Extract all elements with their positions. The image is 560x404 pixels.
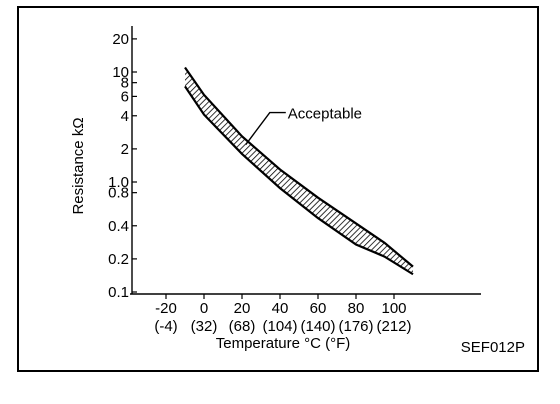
figure-code: SEF012P bbox=[460, 339, 525, 356]
band-upper-line bbox=[184, 66, 414, 268]
annotation-layer: Acceptable bbox=[245, 106, 362, 145]
x-tick-sublabel: (-4) bbox=[154, 318, 177, 335]
y-tick-label: 0.4 bbox=[108, 218, 129, 235]
y-axis-title: Resistance kΩ bbox=[70, 117, 87, 214]
y-tick-label: 0.2 bbox=[108, 251, 129, 268]
tick-labels: 0.10.20.40.81.024681020-20(-4)0(32)20(68… bbox=[70, 31, 412, 352]
axes bbox=[130, 26, 481, 295]
y-tick-label: 20 bbox=[112, 31, 129, 48]
band-lower-line bbox=[184, 85, 414, 276]
acceptable-band-fill bbox=[185, 67, 413, 275]
x-tick-sublabel: (104) bbox=[262, 318, 297, 335]
x-tick-sublabel: (68) bbox=[229, 318, 256, 335]
annotation-label: Acceptable bbox=[288, 106, 362, 123]
x-tick-label: 80 bbox=[348, 300, 365, 317]
x-tick-label: -20 bbox=[155, 300, 177, 317]
x-tick-sublabel: (32) bbox=[191, 318, 218, 335]
y-tick-label: 1.0 bbox=[108, 174, 129, 191]
x-tick-label: 40 bbox=[272, 300, 289, 317]
x-tick-sublabel: (140) bbox=[300, 318, 335, 335]
acceptable-band bbox=[184, 66, 414, 276]
y-tick-label: 6 bbox=[121, 88, 129, 105]
x-tick-label: 20 bbox=[234, 300, 251, 317]
y-tick-label: 0.8 bbox=[108, 185, 129, 202]
annotation-leader-line bbox=[245, 111, 286, 145]
x-tick-label: 100 bbox=[381, 300, 406, 317]
y-tick-label: 4 bbox=[121, 108, 129, 125]
y-tick-label: 0.1 bbox=[108, 284, 129, 301]
y-tick-label: 8 bbox=[121, 75, 129, 92]
y-tick-label: 2 bbox=[121, 141, 129, 158]
x-tick-label: 0 bbox=[200, 300, 208, 317]
x-tick-label: 60 bbox=[310, 300, 327, 317]
resistance-temperature-chart: 0.10.20.40.81.024681020-20(-4)0(32)20(68… bbox=[70, 26, 481, 352]
x-axis-title: Temperature °C (°F) bbox=[216, 335, 351, 352]
figure-frame: 0.1 0.2 0.4 0.8 1.0 2 4 6 8 10 20 -20 (-4) 0 (32) 20 (68… bbox=[17, 6, 539, 372]
tick-marks bbox=[132, 38, 395, 299]
y-tick-label: 10 bbox=[112, 64, 129, 81]
x-tick-sublabel: (176) bbox=[338, 318, 373, 335]
x-tick-sublabel: (212) bbox=[376, 318, 411, 335]
